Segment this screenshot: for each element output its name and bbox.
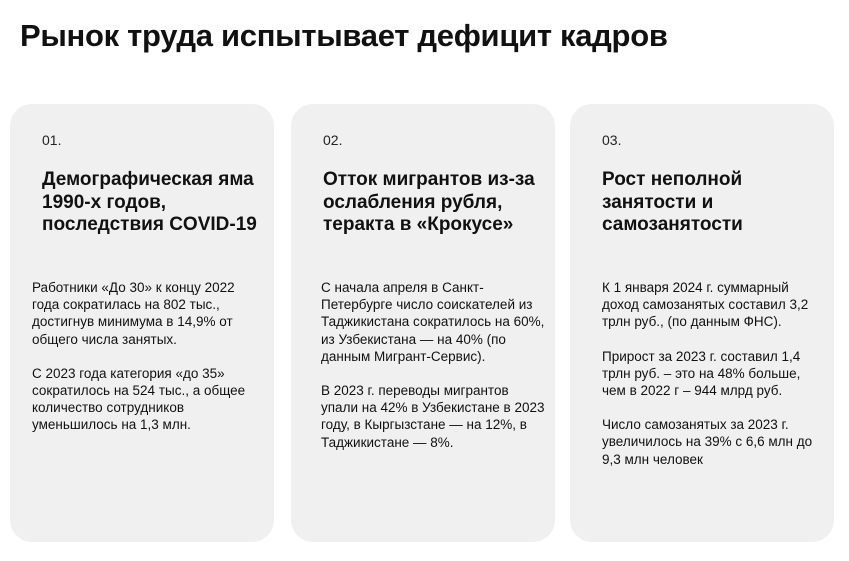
card-number: 02. xyxy=(323,132,343,148)
card-body: Работники «До 30» к концу 2022 года сокр… xyxy=(32,279,262,451)
card-migrants: 02. Отток мигрантов из-за ослабления руб… xyxy=(291,104,555,542)
card-heading: Рост неполной занятости и самозанятости xyxy=(602,169,743,235)
card-heading: Демографическая яма 1990-х годов, послед… xyxy=(42,169,257,235)
card-number: 03. xyxy=(602,132,622,148)
card-number: 01. xyxy=(42,132,62,148)
card-body: С начала апреля в Санкт-Петербурге число… xyxy=(321,279,546,468)
page-title: Рынок труда испытывает дефицит кадров xyxy=(20,18,668,53)
card-paragraph: В 2023 г. переводы мигрантов упали на 42… xyxy=(321,383,545,450)
card-paragraph: Работники «До 30» к концу 2022 года сокр… xyxy=(32,280,235,347)
card-self-employment: 03. Рост неполной занятости и самозанято… xyxy=(570,104,834,542)
card-paragraph: Число самозанятых за 2023 г. увеличилось… xyxy=(602,417,813,467)
card-paragraph: К 1 января 2024 г. суммарный доход самоз… xyxy=(602,280,809,330)
card-paragraph: С начала апреля в Санкт-Петербурге число… xyxy=(321,280,545,364)
card-demography: 01. Демографическая яма 1990-х годов, по… xyxy=(10,104,274,542)
card-heading: Отток мигрантов из-за ослабления рубля, … xyxy=(323,169,535,235)
card-paragraph: Прирост за 2023 г. составил 1,4 трлн руб… xyxy=(602,348,801,399)
card-paragraph: С 2023 года категория «до 35» сократилос… xyxy=(32,365,246,433)
card-body: К 1 января 2024 г. суммарный доход самоз… xyxy=(602,279,824,485)
